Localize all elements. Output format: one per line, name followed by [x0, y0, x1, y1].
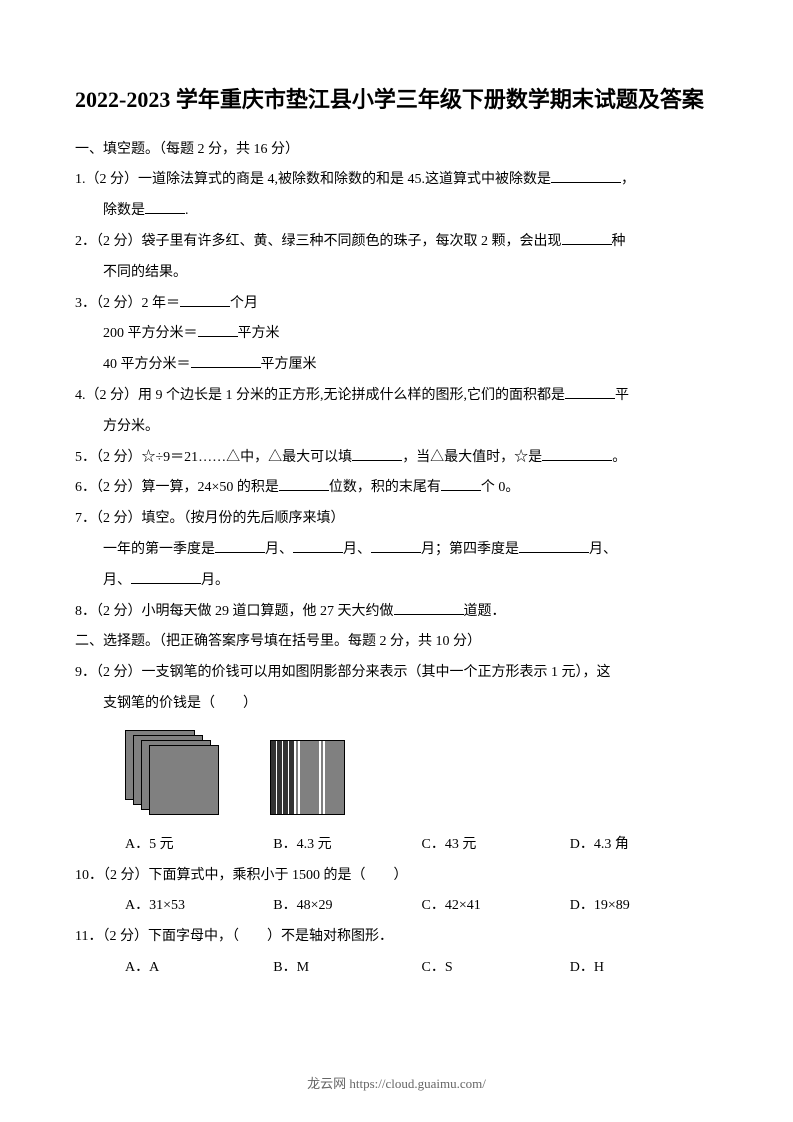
blank [215, 537, 265, 553]
q1-text3: 除数是 [103, 203, 145, 218]
question-7-line3: 月、 月。 [75, 566, 718, 597]
q7-text5: 月；第四季度是 [421, 542, 519, 557]
q2-text3: 不同的结果。 [103, 265, 187, 280]
blank [551, 167, 621, 183]
q11-option-a: A．A [125, 953, 273, 984]
question-1: 1.（2 分）一道除法算式的商是 4,被除数和除数的和是 45.这道算式中被除数… [75, 165, 718, 196]
q8-text2: 道题． [464, 604, 506, 619]
q6-text2: 位数，积的末尾有 [329, 480, 441, 495]
blank [145, 198, 185, 214]
blank [371, 537, 421, 553]
q1-text2: ， [621, 172, 635, 187]
q1-text4: . [185, 203, 189, 218]
blank [562, 229, 612, 245]
q10-option-c: C．42×41 [422, 891, 570, 922]
q7-text2: 一年的第一季度是 [103, 542, 215, 557]
question-7: 7．（2 分）填空。（按月份的先后顺序来填） [75, 504, 718, 535]
q2-text1: 2．（2 分）袋子里有许多红、黄、绿三种不同颜色的珠子，每次取 2 颗，会出现 [75, 234, 562, 249]
q7-text6: 月、 [589, 542, 617, 557]
q3-text4: 平方米 [238, 326, 280, 341]
section1-header: 一、填空题。（每题 2 分，共 16 分） [75, 135, 718, 166]
question-2-line2: 不同的结果。 [75, 258, 718, 289]
q9-option-c: C．43 元 [422, 830, 570, 861]
q4-text2: 平 [615, 388, 629, 403]
q3-text6: 平方厘米 [261, 357, 317, 372]
q8-text1: 8．（2 分）小明每天做 29 道口算题，他 27 天大约做 [75, 604, 394, 619]
q11-option-b: B．M [273, 953, 421, 984]
q4-text3: 方分米。 [103, 419, 159, 434]
q9-text2: 支钢笔的价钱是（ ） [103, 696, 257, 711]
blank [352, 445, 402, 461]
q7-text4: 月、 [343, 542, 371, 557]
question-2: 2．（2 分）袋子里有许多红、黄、绿三种不同颜色的珠子，每次取 2 颗，会出现 种 [75, 227, 718, 258]
question-3-line2: 200 平方分米＝ 平方米 [75, 319, 718, 350]
q10-option-b: B．48×29 [273, 891, 421, 922]
question-1-line2: 除数是. [75, 196, 718, 227]
blank [441, 475, 481, 491]
q10-option-d: D．19×89 [570, 891, 718, 922]
q11-option-d: D．H [570, 953, 718, 984]
q9-option-b: B．4.3 元 [273, 830, 421, 861]
question-7-line2: 一年的第一季度是 月、 月、 月；第四季度是 月、 [75, 535, 718, 566]
q10-options: A．31×53 B．48×29 C．42×41 D．19×89 [75, 891, 718, 922]
question-6: 6．（2 分）算一算，24×50 的积是 位数，积的末尾有 个 0。 [75, 473, 718, 504]
blank [394, 599, 464, 615]
question-9-line2: 支钢笔的价钱是（ ） [75, 689, 718, 720]
q3-text5: 40 平方分米＝ [103, 357, 191, 372]
question-8: 8．（2 分）小明每天做 29 道口算题，他 27 天大约做 道题． [75, 597, 718, 628]
blank [180, 291, 230, 307]
page-title: 2022-2023 学年重庆市垫江县小学三年级下册数学期末试题及答案 [75, 80, 718, 120]
q11-options: A．A B．M C．S D．H [75, 953, 718, 984]
blank [542, 445, 612, 461]
blank [191, 352, 261, 368]
q3-text3: 200 平方分米＝ [103, 326, 198, 341]
q10-option-a: A．31×53 [125, 891, 273, 922]
q6-text3: 个 0。 [481, 480, 520, 495]
question-3: 3．（2 分）2 年＝ 个月 [75, 289, 718, 320]
q3-text2: 个月 [230, 296, 258, 311]
question-5: 5．（2 分）☆÷9＝21……△中，△最大可以填 ，当△最大值时，☆是 。 [75, 443, 718, 474]
page-footer: 龙云网 https://cloud.guaimu.com/ [0, 1073, 793, 1092]
blank [565, 383, 615, 399]
q2-text2: 种 [612, 234, 626, 249]
q7-text1: 7．（2 分）填空。（按月份的先后顺序来填） [75, 511, 345, 526]
q5-text1: 5．（2 分）☆÷9＝21……△中，△最大可以填 [75, 450, 352, 465]
q5-text3: 。 [612, 450, 626, 465]
question-10: 10．（2 分）下面算式中，乘积小于 1500 的是（ ） [75, 861, 718, 892]
q9-figure [75, 730, 718, 815]
q4-text1: 4.（2 分）用 9 个边长是 1 分米的正方形,无论拼成什么样的图形,它们的面… [75, 388, 565, 403]
blank [279, 475, 329, 491]
q1-text1: 1.（2 分）一道除法算式的商是 4,被除数和除数的和是 45.这道算式中被除数… [75, 172, 551, 187]
question-3-line3: 40 平方分米＝ 平方厘米 [75, 350, 718, 381]
section2-header: 二、选择题。（把正确答案序号填在括号里。每题 2 分，共 10 分） [75, 627, 718, 658]
blank [519, 537, 589, 553]
question-11: 11．（2 分）下面字母中，（ ）不是轴对称图形． [75, 922, 718, 953]
question-4-line2: 方分米。 [75, 412, 718, 443]
q9-option-d: D．4.3 角 [570, 830, 718, 861]
q11-option-c: C．S [422, 953, 570, 984]
q9-text1: 9．（2 分）一支钢笔的价钱可以用如图阴影部分来表示（其中一个正方形表示 1 元… [75, 665, 611, 680]
q7-text3: 月、 [265, 542, 293, 557]
q7-text7: 月、 [103, 573, 131, 588]
stacked-squares-icon [125, 730, 220, 815]
q9-options: A．5 元 B．4.3 元 C．43 元 D．4.3 角 [75, 830, 718, 861]
blank [131, 568, 201, 584]
question-4: 4.（2 分）用 9 个边长是 1 分米的正方形,无论拼成什么样的图形,它们的面… [75, 381, 718, 412]
q6-text1: 6．（2 分）算一算，24×50 的积是 [75, 480, 279, 495]
q7-text8: 月。 [201, 573, 229, 588]
q5-text2: ，当△最大值时，☆是 [402, 450, 542, 465]
striped-square-icon [270, 740, 345, 815]
blank [198, 321, 238, 337]
blank [293, 537, 343, 553]
q3-text1: 3．（2 分）2 年＝ [75, 296, 180, 311]
question-9: 9．（2 分）一支钢笔的价钱可以用如图阴影部分来表示（其中一个正方形表示 1 元… [75, 658, 718, 689]
q9-option-a: A．5 元 [125, 830, 273, 861]
